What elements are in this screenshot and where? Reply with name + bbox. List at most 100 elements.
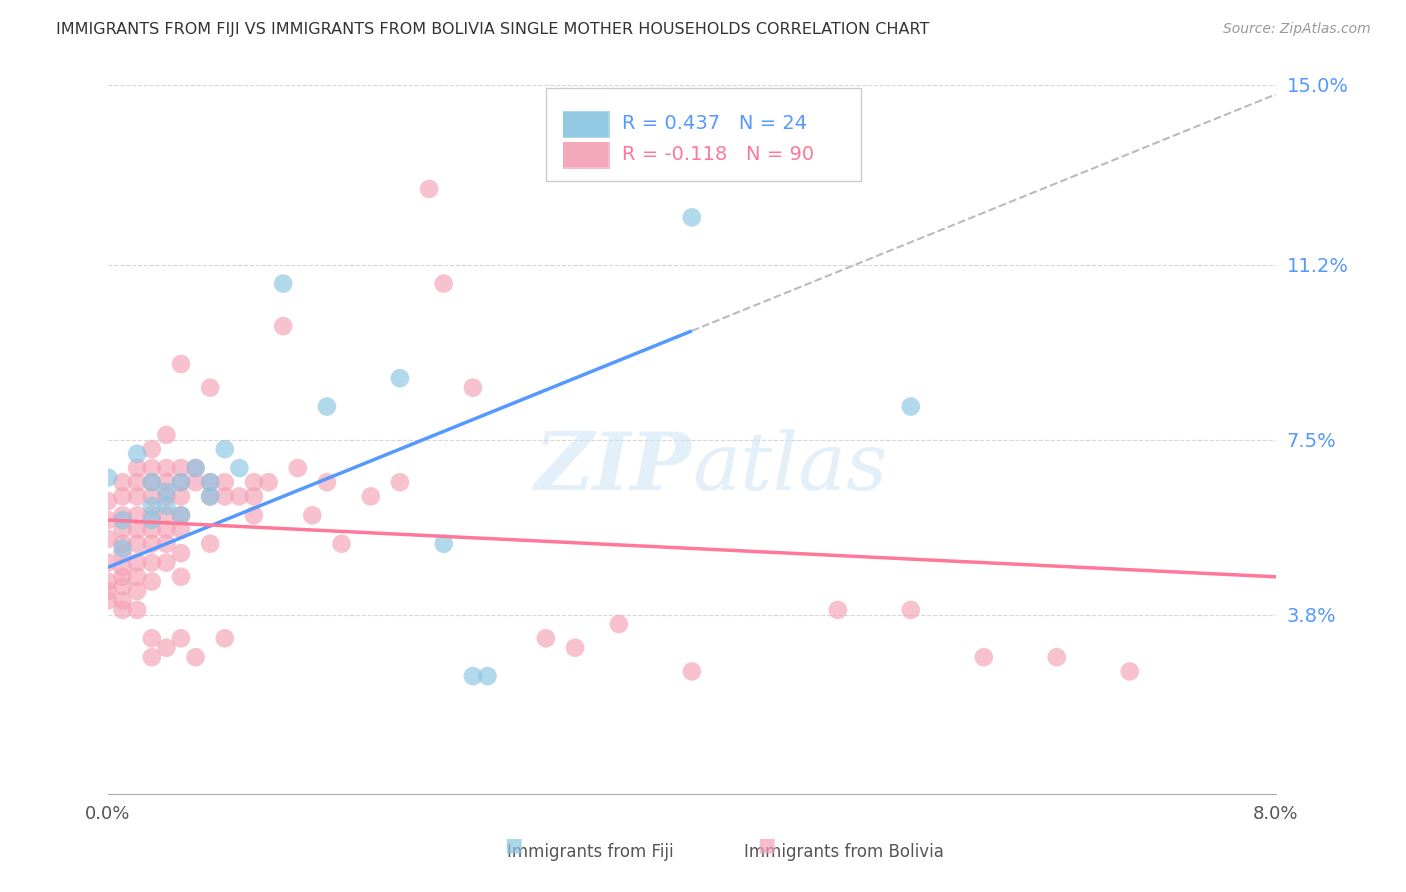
Point: [827, 603, 849, 617]
Point: [155, 523, 177, 537]
Point: [111, 579, 134, 593]
Point: [316, 400, 339, 414]
Point: [170, 357, 193, 371]
Point: [111, 537, 134, 551]
Text: ■: ■: [756, 836, 776, 855]
Point: [141, 508, 163, 523]
Point: [155, 640, 177, 655]
Point: [170, 546, 193, 560]
Point: [170, 461, 193, 475]
Point: [170, 570, 193, 584]
Point: [155, 537, 177, 551]
Point: [214, 475, 236, 490]
Point: [271, 277, 294, 291]
Point: [111, 560, 134, 574]
Point: [330, 537, 353, 551]
Point: [973, 650, 995, 665]
Text: IMMIGRANTS FROM FIJI VS IMMIGRANTS FROM BOLIVIA SINGLE MOTHER HOUSEHOLDS CORRELA: IMMIGRANTS FROM FIJI VS IMMIGRANTS FROM …: [56, 22, 929, 37]
Point: [418, 182, 440, 196]
Point: [170, 508, 193, 523]
Point: [243, 508, 266, 523]
Point: [184, 475, 207, 490]
Point: [198, 475, 221, 490]
Point: [198, 475, 221, 490]
Point: [155, 484, 177, 499]
Point: [271, 319, 294, 334]
Point: [97, 532, 120, 546]
Point: [141, 442, 163, 456]
Point: [127, 508, 149, 523]
Point: [388, 371, 411, 385]
Text: Immigrants from Bolivia: Immigrants from Bolivia: [744, 843, 943, 861]
Point: [111, 541, 134, 556]
Point: [141, 475, 163, 490]
Point: [681, 211, 703, 225]
Point: [900, 400, 922, 414]
Text: atlas: atlas: [692, 429, 887, 507]
Point: [287, 461, 309, 475]
Point: [141, 650, 163, 665]
Point: [97, 593, 120, 607]
Point: [141, 556, 163, 570]
Point: [184, 650, 207, 665]
Point: [243, 490, 266, 504]
Point: [127, 584, 149, 599]
Point: [97, 494, 120, 508]
Point: [433, 537, 456, 551]
Point: [477, 669, 499, 683]
Point: [198, 381, 221, 395]
Point: [127, 570, 149, 584]
Point: [316, 475, 339, 490]
Point: [127, 523, 149, 537]
Point: [184, 461, 207, 475]
Point: [461, 381, 484, 395]
Point: [155, 461, 177, 475]
Point: [170, 490, 193, 504]
Point: [198, 490, 221, 504]
Point: [141, 475, 163, 490]
Point: [257, 475, 280, 490]
Point: [141, 461, 163, 475]
Point: [127, 447, 149, 461]
Point: [388, 475, 411, 490]
Point: [141, 574, 163, 589]
Point: [198, 490, 221, 504]
Point: [141, 513, 163, 527]
Point: [127, 461, 149, 475]
Point: [170, 523, 193, 537]
Point: [111, 513, 134, 527]
Point: [301, 508, 323, 523]
Point: [900, 603, 922, 617]
Point: [155, 490, 177, 504]
Point: [214, 632, 236, 646]
Point: [127, 556, 149, 570]
Point: [1046, 650, 1069, 665]
Point: [111, 546, 134, 560]
Point: [141, 537, 163, 551]
Point: [198, 537, 221, 551]
Text: R = -0.118   N = 90: R = -0.118 N = 90: [621, 145, 814, 164]
Point: [97, 584, 120, 599]
FancyBboxPatch shape: [564, 142, 607, 167]
Point: [607, 617, 630, 632]
Point: [97, 556, 120, 570]
Point: [360, 490, 382, 504]
Point: [111, 490, 134, 504]
Point: [170, 475, 193, 490]
Point: [97, 513, 120, 527]
Point: [433, 277, 456, 291]
FancyBboxPatch shape: [564, 112, 607, 136]
Point: [155, 499, 177, 513]
Point: [141, 523, 163, 537]
Point: [214, 442, 236, 456]
Point: [127, 537, 149, 551]
Point: [97, 574, 120, 589]
Point: [111, 523, 134, 537]
Point: [111, 593, 134, 607]
Point: [243, 475, 266, 490]
Point: [461, 669, 484, 683]
Point: [155, 475, 177, 490]
Point: [127, 475, 149, 490]
Point: [228, 490, 250, 504]
Point: [111, 570, 134, 584]
